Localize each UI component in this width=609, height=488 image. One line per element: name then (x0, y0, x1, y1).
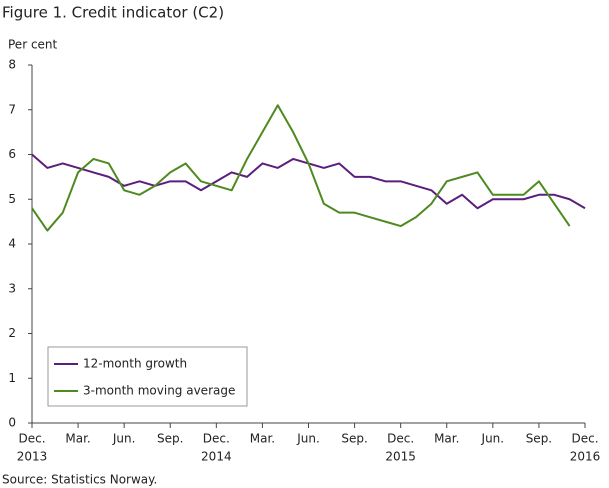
x-tick-label: Dec. (387, 432, 414, 446)
legend-label: 3-month moving average (83, 384, 235, 398)
x-tick-label: Dec. (571, 432, 598, 446)
x-year-label: 2015 (385, 450, 416, 464)
x-year-label: 2016 (570, 450, 601, 464)
y-tick-label: 3 (8, 281, 16, 295)
legend-label: 12-month growth (83, 357, 187, 371)
y-tick-label: 6 (8, 147, 16, 161)
y-tick-label: 0 (8, 416, 16, 430)
y-axis-label: Per cent (8, 38, 58, 52)
line-series (31, 104, 571, 232)
x-tick-label: Jun. (481, 432, 505, 446)
x-tick-label: Mar. (250, 432, 275, 446)
y-tick-label: 4 (8, 237, 16, 251)
x-tick-label: Jun. (296, 432, 320, 446)
y-tick-label: 8 (8, 58, 16, 72)
source: Source: Statistics Norway. (2, 473, 157, 487)
x-tick-label: Sep. (526, 432, 552, 446)
x-tick-label: Jun. (112, 432, 136, 446)
x-tick-label: Mar. (65, 432, 90, 446)
x-tick-label: Sep. (341, 432, 367, 446)
chart-title: Figure 1. Credit indicator (C2) (2, 4, 224, 22)
y-tick-label: 1 (8, 371, 16, 385)
x-year-label: 2013 (17, 450, 48, 464)
x-year-label: 2014 (201, 450, 232, 464)
x-tick-label: Mar. (434, 432, 459, 446)
x-tick-label: Sep. (157, 432, 183, 446)
x-tick-label: Dec. (203, 432, 230, 446)
y-tick-label: 2 (8, 326, 16, 340)
y-tick-label: 7 (8, 102, 16, 116)
x-tick-label: Dec. (18, 432, 45, 446)
y-tick-label: 5 (8, 192, 16, 206)
legend-box (47, 346, 248, 407)
